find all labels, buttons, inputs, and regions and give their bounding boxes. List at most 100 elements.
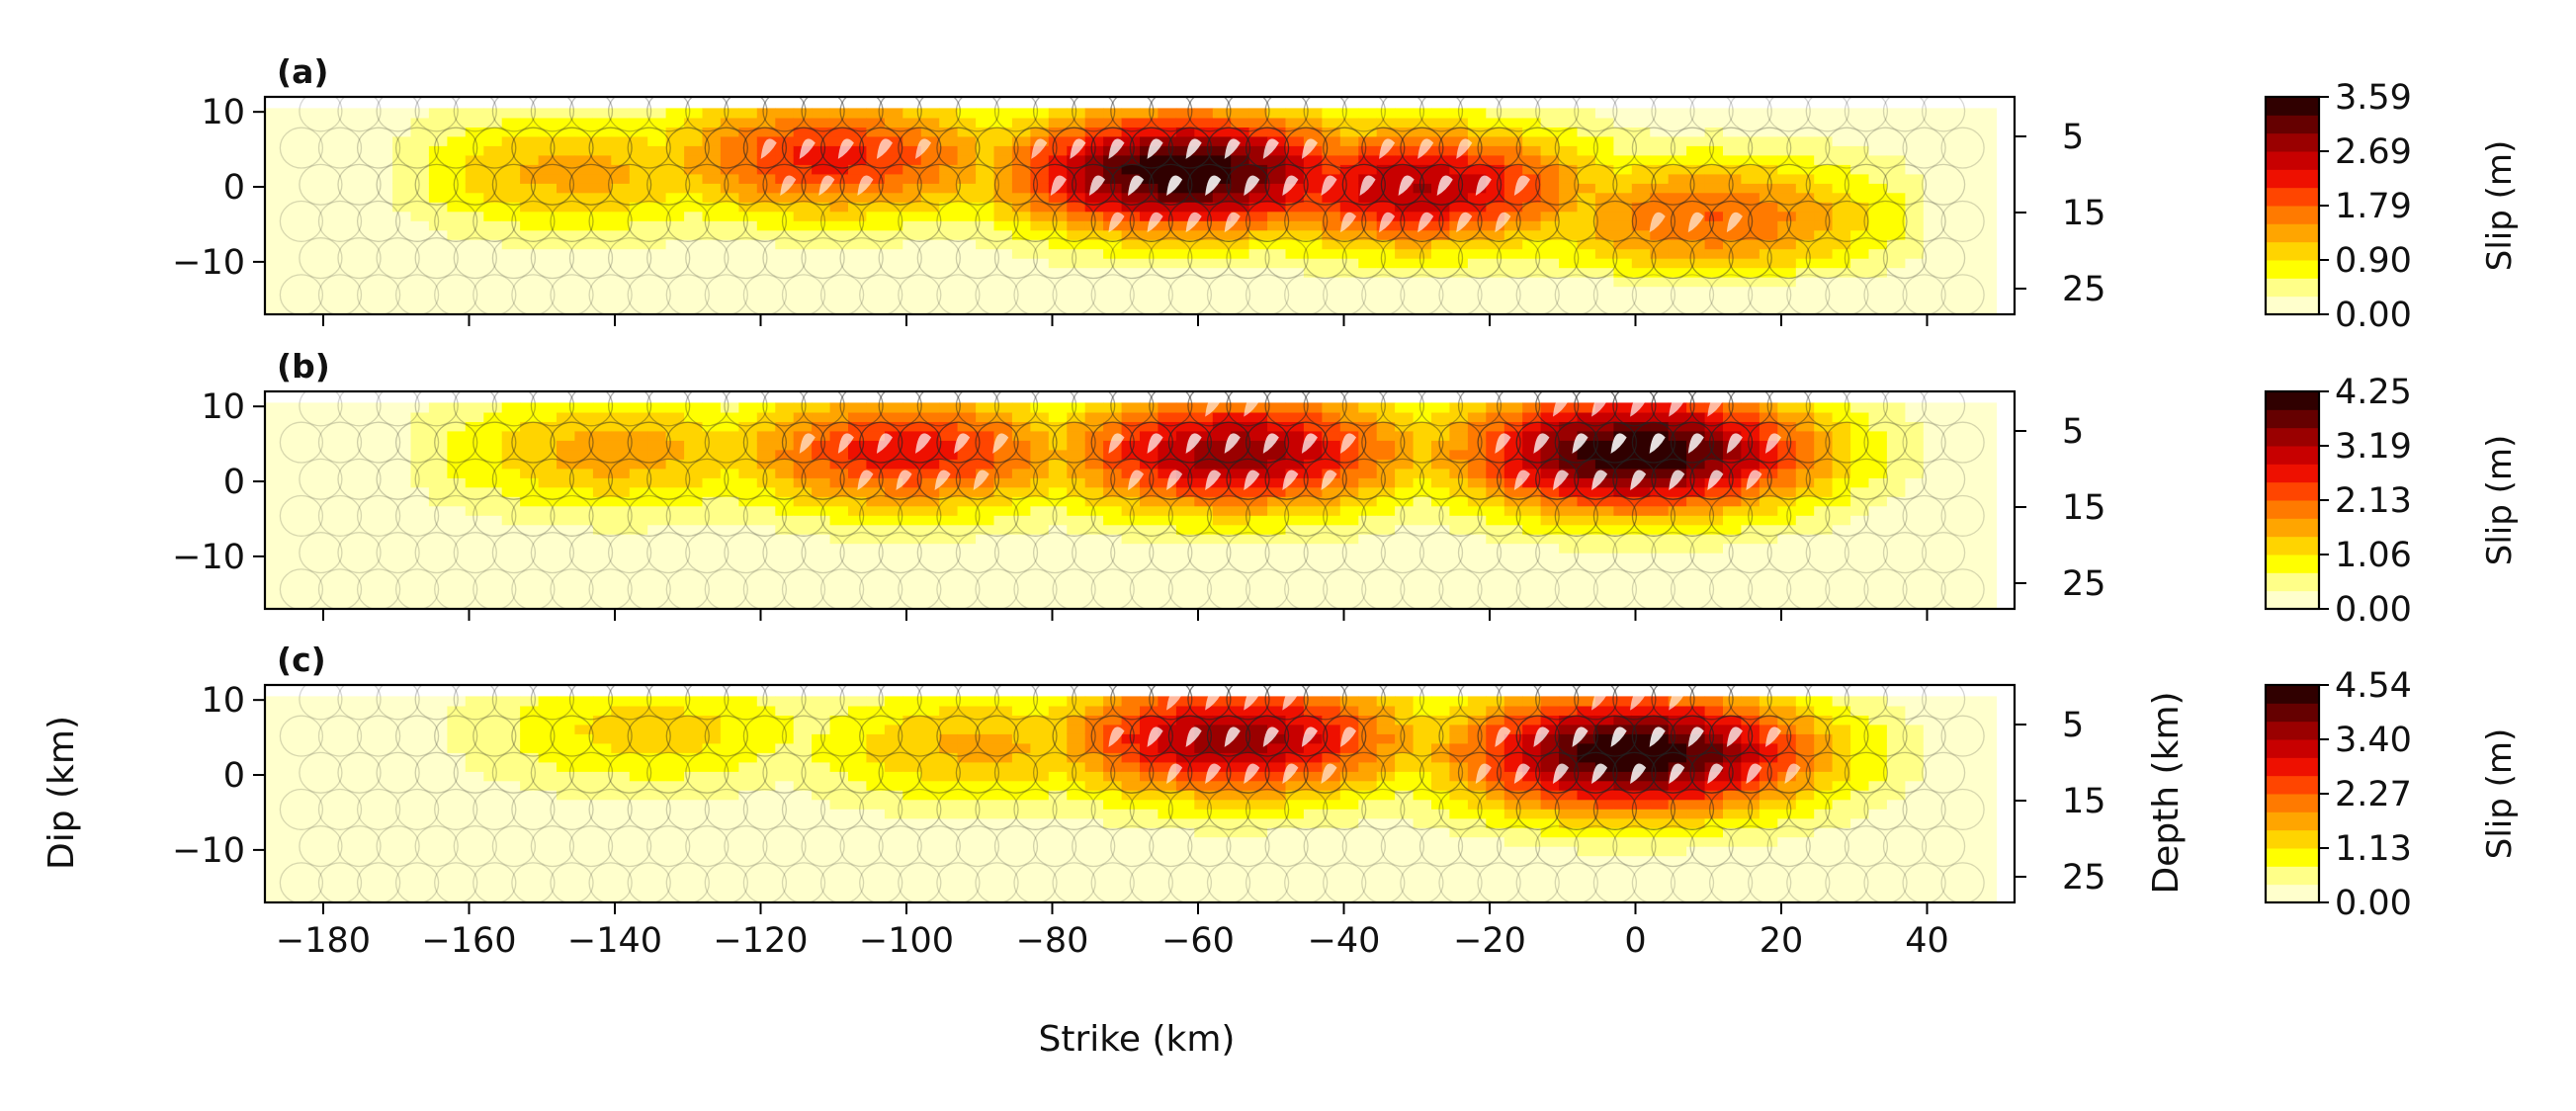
slip-cell bbox=[775, 108, 794, 118]
slip-cell bbox=[1632, 544, 1651, 554]
slip-cell bbox=[375, 450, 393, 460]
slip-cell bbox=[1067, 296, 1085, 305]
slip-cell bbox=[1760, 230, 1778, 240]
slip-cell bbox=[1869, 212, 1888, 221]
slip-cell bbox=[1322, 258, 1340, 268]
slip-cell bbox=[1705, 136, 1724, 146]
slip-cell bbox=[885, 544, 903, 554]
slip-cell bbox=[1522, 296, 1541, 305]
slip-cell bbox=[502, 469, 521, 478]
slip-cell bbox=[1905, 118, 1924, 128]
slip-cell bbox=[283, 136, 301, 146]
slip-cell bbox=[738, 431, 757, 441]
slip-cell bbox=[265, 544, 284, 554]
slip-cell bbox=[1377, 277, 1396, 287]
slip-cell bbox=[848, 258, 867, 268]
slip-cell bbox=[502, 258, 521, 268]
slip-cell bbox=[757, 277, 776, 287]
slip-cell bbox=[1705, 506, 1724, 516]
slip-cell bbox=[411, 249, 430, 259]
slip-cell bbox=[1978, 258, 1997, 268]
slip-cell bbox=[265, 525, 284, 535]
slip-cell bbox=[265, 771, 284, 781]
slip-cell bbox=[411, 553, 430, 562]
slip-cell bbox=[1414, 431, 1432, 441]
slip-cell bbox=[1777, 239, 1796, 249]
slip-cell bbox=[921, 183, 940, 193]
slip-cell bbox=[1833, 515, 1851, 525]
slip-cell bbox=[301, 846, 320, 856]
slip-cell bbox=[976, 174, 994, 184]
colorbar-tick-label: 0.90 bbox=[2335, 241, 2412, 281]
slip-cell bbox=[1231, 487, 1249, 497]
slip-cell bbox=[1122, 258, 1141, 268]
slip-cell bbox=[1486, 183, 1504, 193]
slip-cell bbox=[1760, 277, 1778, 287]
slip-cell bbox=[1049, 220, 1068, 230]
slip-cell bbox=[1395, 118, 1414, 128]
slip-cell bbox=[539, 258, 558, 268]
slip-cell bbox=[502, 412, 521, 422]
slip-cell bbox=[1103, 155, 1122, 165]
slip-cell bbox=[1869, 287, 1888, 297]
slip-cell bbox=[1850, 477, 1869, 487]
slip-cell bbox=[1504, 553, 1523, 562]
slip-cell bbox=[539, 412, 558, 422]
slip-cell bbox=[1833, 220, 1851, 230]
slip-cell bbox=[1777, 412, 1796, 422]
slip-cell bbox=[939, 183, 958, 193]
slip-cell bbox=[1578, 136, 1596, 146]
slip-cell bbox=[1796, 136, 1815, 146]
slip-cell bbox=[338, 884, 357, 894]
slip-cell bbox=[483, 212, 502, 221]
slip-cell bbox=[574, 258, 593, 268]
slip-cell bbox=[1085, 193, 1104, 203]
slip-cell bbox=[301, 725, 320, 734]
slip-cell bbox=[794, 506, 813, 516]
slip-cell bbox=[976, 249, 994, 259]
slip-cell bbox=[1377, 287, 1396, 297]
slip-cell bbox=[1449, 296, 1468, 305]
slip-cell bbox=[1705, 258, 1724, 268]
slip-cell bbox=[1486, 402, 1504, 412]
slip-cell bbox=[1578, 212, 1596, 221]
slip-cell bbox=[1686, 402, 1705, 412]
colorbar-segment bbox=[2266, 206, 2319, 224]
slip-cell bbox=[429, 249, 448, 259]
slip-cell bbox=[1796, 296, 1815, 305]
slip-cell bbox=[1978, 477, 1997, 487]
slip-cell bbox=[939, 544, 958, 554]
slip-cell bbox=[1067, 571, 1085, 581]
slip-cell bbox=[1030, 431, 1049, 441]
slip-cell bbox=[848, 193, 867, 203]
slip-cell bbox=[1103, 402, 1122, 412]
slip-cell bbox=[283, 450, 301, 460]
slip-cell bbox=[630, 412, 648, 422]
slip-cell bbox=[1796, 287, 1815, 297]
slip-cell bbox=[1705, 431, 1724, 441]
slip-cell bbox=[1194, 553, 1213, 562]
slip-cell bbox=[1140, 506, 1159, 516]
slip-cell bbox=[1358, 412, 1377, 422]
slip-cell bbox=[375, 581, 393, 591]
slip-cell bbox=[902, 212, 921, 221]
slip-cell bbox=[1578, 581, 1596, 591]
colorbar-label-b: Slip (m) bbox=[2480, 435, 2520, 566]
slip-cell bbox=[1103, 277, 1122, 287]
slip-cell bbox=[1012, 544, 1031, 554]
slip-cell bbox=[1905, 212, 1924, 221]
slip-cell bbox=[466, 183, 484, 193]
slip-cell bbox=[1741, 183, 1760, 193]
slip-cell bbox=[1414, 450, 1432, 460]
slip-cell bbox=[1686, 108, 1705, 118]
slip-cell bbox=[593, 220, 612, 230]
slip-cell bbox=[1486, 553, 1504, 562]
slip-cell bbox=[411, 296, 430, 305]
colorbar-segment bbox=[2266, 223, 2319, 242]
slip-cell bbox=[1723, 136, 1742, 146]
slip-cell bbox=[447, 155, 466, 165]
slip-cell bbox=[1833, 296, 1851, 305]
slip-cell bbox=[1522, 212, 1541, 221]
slip-cell bbox=[1122, 534, 1141, 544]
slip-cell bbox=[1760, 202, 1778, 212]
